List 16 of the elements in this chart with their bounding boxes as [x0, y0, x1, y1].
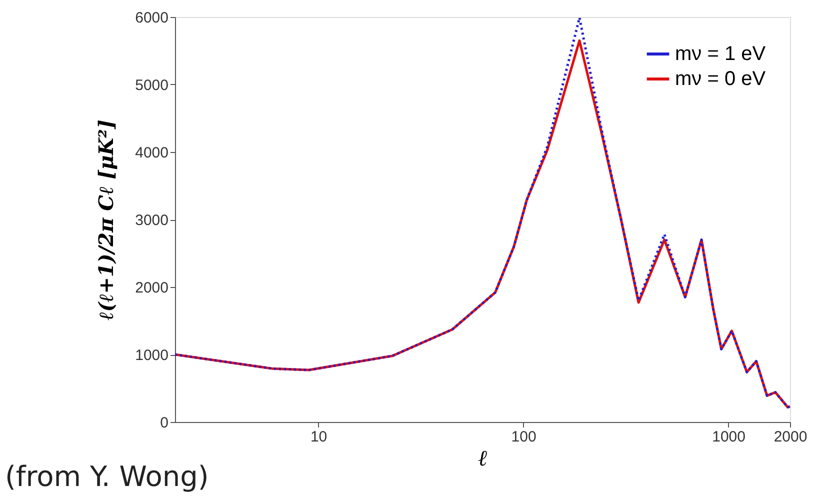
- x-axis-title: ℓ: [478, 446, 488, 472]
- text: (from Y. Wong): [5, 460, 209, 493]
- x-tick-label: 1000: [712, 428, 746, 446]
- x-tick-label: 10: [310, 428, 328, 446]
- y-axis-title: ℓ(ℓ+1)/2π Cℓ [μK²]: [94, 120, 118, 320]
- y-tick-label: 0: [160, 414, 168, 432]
- y-tick-label: 5000: [135, 77, 168, 94]
- x-tick-label: 2000: [774, 428, 808, 446]
- legend-label: mν = 1 eV: [675, 43, 766, 65]
- legend-label: mν = 0 eV: [675, 68, 766, 90]
- y-tick-label: 4000: [135, 144, 168, 162]
- y-tick-label: 1000: [135, 347, 168, 364]
- y-tick-label: 3000: [135, 212, 168, 229]
- y-tick-label: 2000: [135, 280, 168, 296]
- x-tick-label: 100: [511, 428, 536, 446]
- y-tick-label: 6000: [135, 10, 168, 26]
